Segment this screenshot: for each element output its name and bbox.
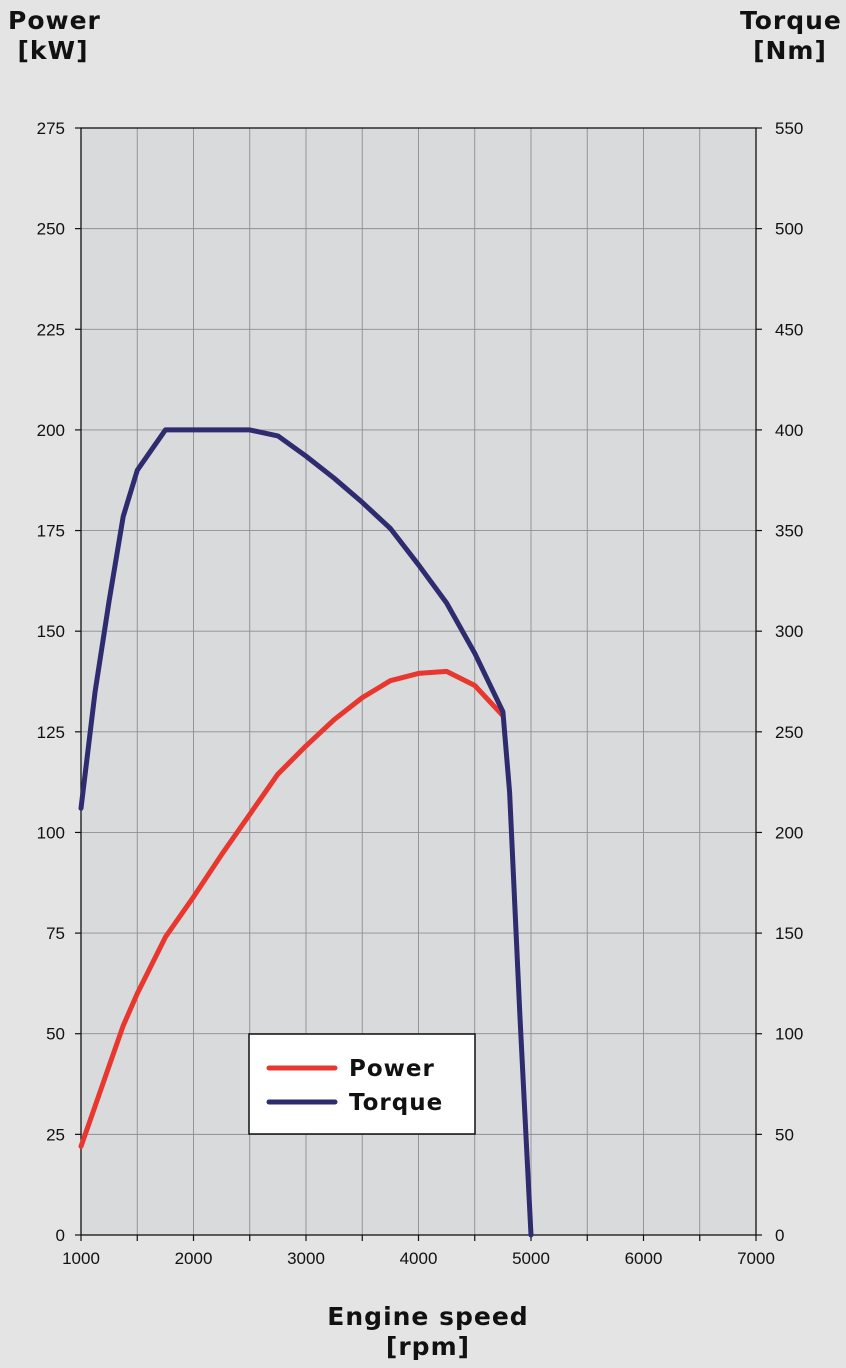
left-tick-label: 100 <box>37 823 65 842</box>
x-axis-title-line2: [rpm] <box>385 1332 471 1361</box>
x-axis-title-line1: Engine speed <box>327 1302 529 1331</box>
legend-label-power: Power <box>349 1056 435 1082</box>
right-tick-label: 400 <box>775 421 803 440</box>
right-axis-title: Torque [Nm] <box>740 6 842 66</box>
left-tick-label: 25 <box>46 1125 65 1144</box>
x-tick-label: 1000 <box>62 1249 100 1268</box>
x-tick-label: 6000 <box>625 1249 663 1268</box>
left-tick-label: 275 <box>37 119 65 138</box>
x-tick-label: 3000 <box>287 1249 325 1268</box>
right-tick-label: 500 <box>775 220 803 239</box>
grid <box>81 128 756 1235</box>
left-tick-label: 200 <box>37 421 65 440</box>
left-axis-title: Power [kW] <box>8 6 101 66</box>
right-tick-label: 250 <box>775 723 803 742</box>
right-tick-label: 50 <box>775 1125 794 1144</box>
left-tick-label: 225 <box>37 320 65 339</box>
right-tick-label: 300 <box>775 622 803 641</box>
x-tick-label: 7000 <box>737 1249 775 1268</box>
left-tick-label: 150 <box>37 622 65 641</box>
series-lines <box>78 427 534 1238</box>
right-axis-title-line2: [Nm] <box>753 36 827 65</box>
right-tick-label: 0 <box>775 1226 784 1245</box>
left-tick-label: 125 <box>37 723 65 742</box>
x-tick-label: 4000 <box>400 1249 438 1268</box>
right-tick-label: 550 <box>775 119 803 138</box>
right-tick-label: 450 <box>775 320 803 339</box>
left-tick-label: 175 <box>37 522 65 541</box>
right-tick-label: 100 <box>775 1025 803 1044</box>
x-tick-label: 5000 <box>512 1249 550 1268</box>
x-tick-label: 2000 <box>175 1249 213 1268</box>
left-tick-label: 75 <box>46 924 65 943</box>
x-axis-title: Engine speed [rpm] <box>323 1302 533 1362</box>
legend-box <box>248 1033 476 1135</box>
legend-label-torque: Torque <box>349 1090 443 1116</box>
left-tick-label: 0 <box>56 1226 65 1245</box>
left-tick-label: 50 <box>46 1025 65 1044</box>
right-tick-label: 350 <box>775 522 803 541</box>
right-axis-title-line1: Torque <box>740 6 842 35</box>
legend: Power Torque <box>248 1033 476 1135</box>
left-axis-title-line1: Power <box>8 6 101 35</box>
series-line-torque <box>78 427 534 1238</box>
right-tick-label: 200 <box>775 823 803 842</box>
series-line-power <box>78 668 506 1149</box>
right-tick-label: 150 <box>775 924 803 943</box>
left-axis-title-line2: [kW] <box>17 36 89 65</box>
axis-ticks: 0 0 25 50 50 100 75 150 100 200 125 250 150 300 175 350… <box>37 119 804 1268</box>
left-tick-label: 250 <box>37 220 65 239</box>
